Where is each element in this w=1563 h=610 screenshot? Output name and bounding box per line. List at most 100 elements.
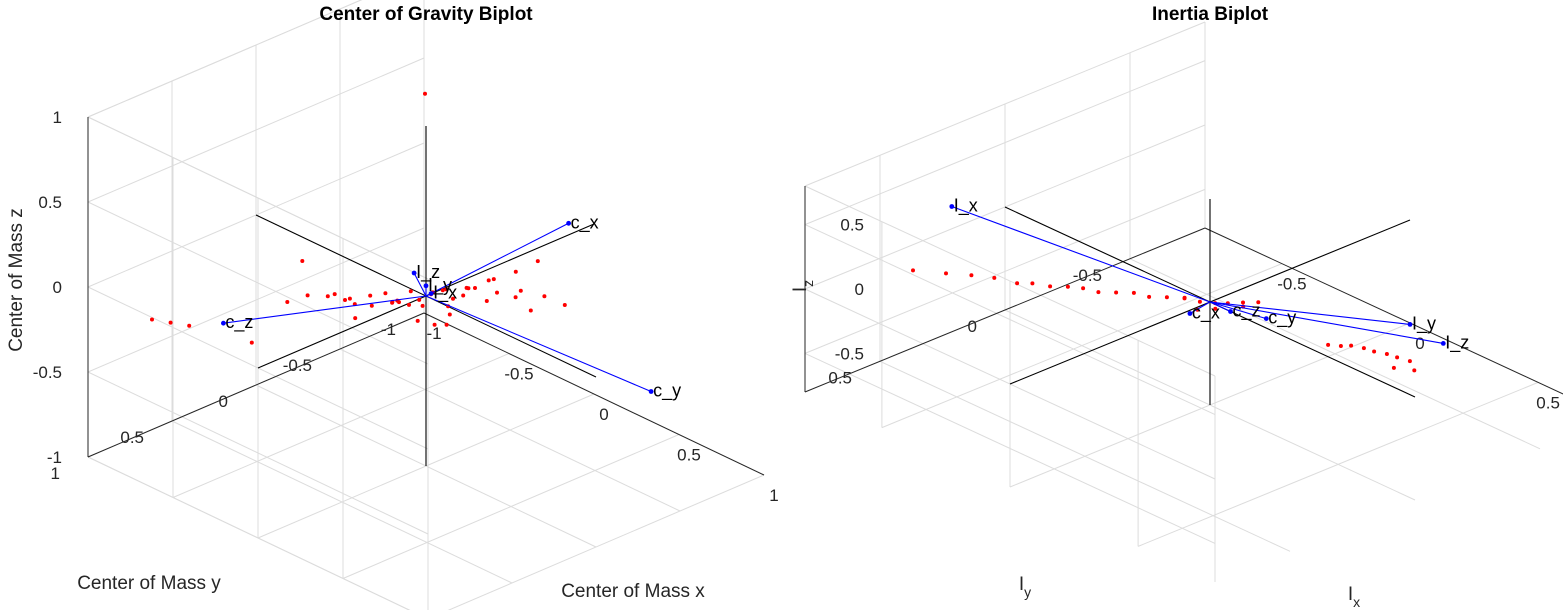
data-point (911, 268, 915, 273)
data-point (332, 292, 337, 297)
data-point (944, 271, 948, 276)
data-point (461, 293, 466, 298)
y-tick-label: 0 (219, 392, 228, 411)
data-point (325, 294, 330, 299)
data-point (432, 322, 437, 327)
data-point (969, 273, 974, 278)
data-point (1256, 300, 1261, 305)
data-point (1372, 349, 1377, 354)
z-axis-label: Center of Mass z (6, 208, 27, 352)
x-tick-label: 0.5 (677, 446, 701, 465)
vector-tip (423, 283, 429, 289)
data-point (444, 287, 449, 292)
data-point (513, 269, 518, 274)
x-axis-label-main: I (1348, 584, 1353, 605)
data-point (1015, 281, 1020, 286)
gridline (804, 188, 1206, 354)
gridline (87, 371, 429, 535)
data-point (1391, 365, 1396, 370)
vector-label: I_x (433, 283, 457, 304)
y-axis-label-subscript: y (1024, 584, 1031, 600)
gridline (87, 57, 425, 203)
data-point (1213, 306, 1218, 311)
loading-vector (413, 272, 427, 297)
y-tick-label: 0.5 (120, 428, 144, 447)
chart-title: Center of Gravity Biplot (319, 4, 533, 25)
x-axis-line (423, 312, 765, 476)
vector-label: c_x (1192, 303, 1220, 324)
data-point (383, 291, 388, 296)
gridline (87, 227, 425, 373)
pane-edge (87, 0, 363, 118)
x-axis-label: Ix (1348, 584, 1360, 610)
data-point (1395, 355, 1400, 360)
loading-vector (425, 222, 569, 297)
vector-label: c_y (653, 381, 681, 402)
vector-tip (428, 291, 434, 296)
vector-tip (1187, 311, 1193, 316)
y-axis-label-main: Center of Mass y (77, 573, 221, 594)
data-point (1412, 368, 1417, 373)
x-axis-label: Center of Mass x (561, 581, 705, 602)
vector-tip (1263, 316, 1269, 321)
data-point (369, 303, 374, 308)
data-point (408, 289, 413, 294)
data-point (415, 318, 420, 323)
data-point (542, 294, 547, 299)
data-point (1182, 296, 1187, 301)
data-point (1241, 300, 1245, 305)
y-tick-label: 0 (968, 317, 977, 336)
y-axis-label: Center of Mass y (77, 573, 221, 594)
y-tick-label: -0.5 (1073, 266, 1102, 285)
data-point (473, 286, 477, 290)
data-point (1147, 294, 1152, 299)
loading-vector (1209, 301, 1444, 344)
vector-label: c_z (225, 312, 253, 333)
data-point (491, 277, 496, 282)
data-point (447, 312, 452, 317)
vector-tip (949, 204, 955, 209)
data-point (992, 275, 997, 280)
data-point (1361, 346, 1366, 351)
y-tick-label: 1 (51, 464, 60, 483)
z-axis-label-main: Center of Mass z (6, 208, 27, 352)
vector-tip (1228, 309, 1233, 314)
vector-label: I_y (1412, 313, 1436, 334)
y-axis-line (804, 227, 1206, 393)
pane-edge (87, 116, 429, 280)
data-point (535, 259, 540, 264)
center-of-gravity-biplot: -1-0.500.51-1-0.500.51-1-0.500.51c_xc_yc… (6, 0, 779, 610)
data-point (528, 308, 533, 313)
vector-label: c_z (1233, 301, 1261, 322)
data-point (1114, 290, 1119, 295)
data-point (1407, 359, 1412, 364)
x-tick-label: 1 (769, 486, 778, 505)
pane-edge (804, 185, 1216, 377)
gridline (171, 420, 513, 584)
vector-tip (566, 220, 571, 226)
loading-vector (425, 295, 652, 393)
gridline (804, 60, 1206, 226)
y-axis-label: Iy (1019, 574, 1031, 600)
data-point (417, 297, 422, 302)
y-tick-label: -0.5 (283, 356, 312, 375)
loading-vector (1209, 301, 1411, 325)
vector-tip (1407, 322, 1413, 327)
x-tick-label: 0.5 (1536, 393, 1560, 412)
gridline (339, 348, 681, 512)
x-tick-label: 0 (1415, 334, 1424, 353)
data-point (368, 293, 373, 298)
z-tick-label: 0 (53, 278, 62, 297)
loading-vector (223, 295, 427, 324)
vector-label: I_x (954, 196, 978, 217)
loading-vector (1209, 301, 1231, 312)
data-point (562, 303, 567, 307)
y-axis-line (87, 312, 425, 458)
x-axis-label-main: Center of Mass x (561, 581, 705, 602)
data-point (300, 259, 305, 263)
pane-edge (804, 21, 1206, 187)
data-point (518, 288, 523, 293)
data-point (513, 295, 518, 300)
gridline (879, 360, 1291, 552)
